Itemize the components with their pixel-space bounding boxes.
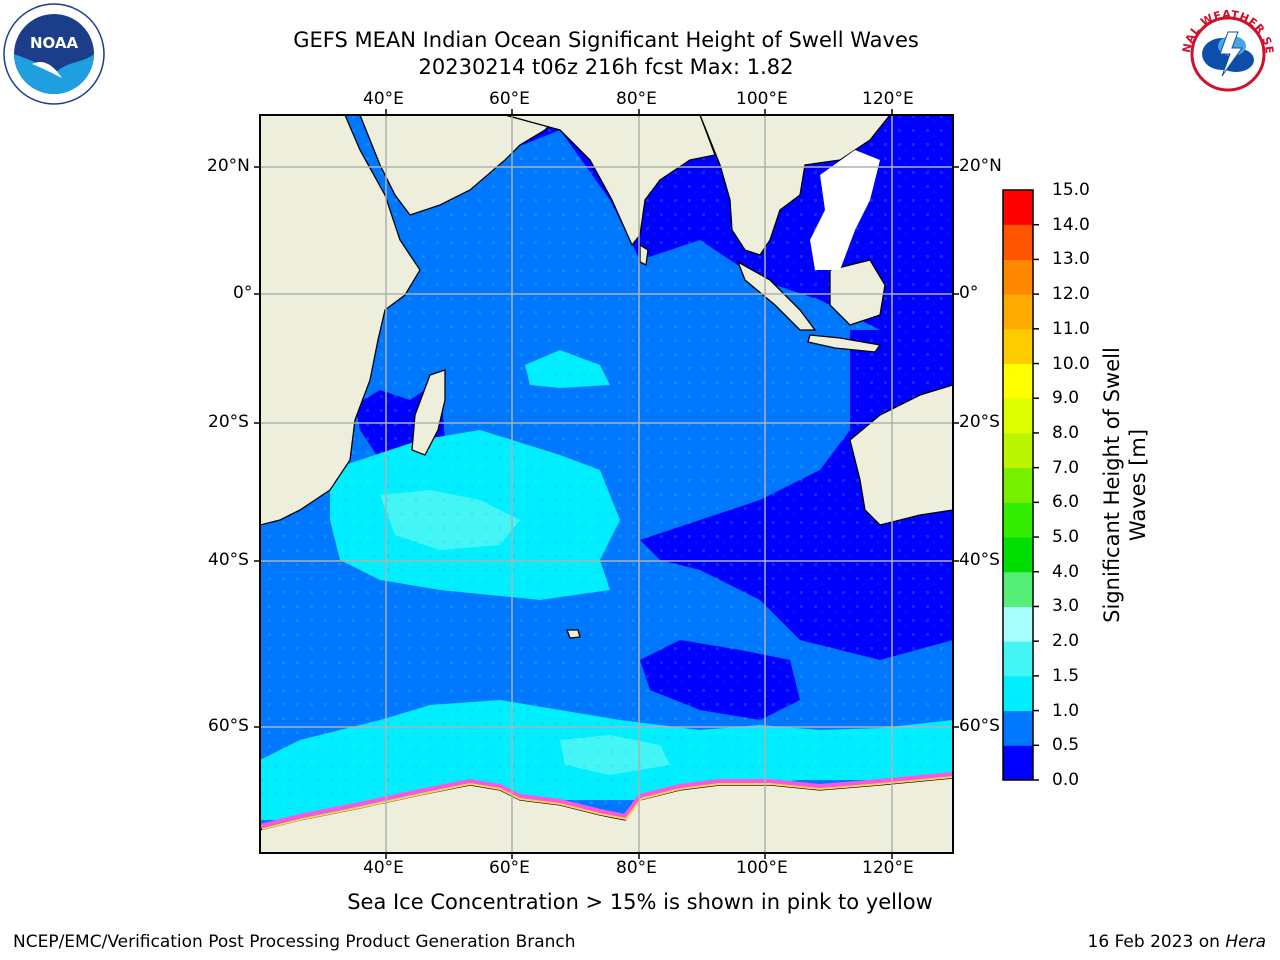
land-masses	[260, 115, 953, 853]
footer-producer: NCEP/EMC/Verification Post Processing Pr…	[13, 932, 576, 952]
map-frame	[259, 114, 954, 854]
land-australia	[849, 384, 953, 526]
land-india	[504, 115, 716, 247]
lon-label-bottom: 60°E	[489, 858, 530, 878]
land-kerguelen	[566, 629, 581, 639]
lon-label-top: 120°E	[862, 89, 914, 109]
colorbar-segment	[1003, 224, 1033, 260]
noaa-logo-text: NOAA	[30, 34, 79, 52]
colorbar-segment	[1003, 328, 1033, 365]
footer-date-text: 16 Feb 2023 on	[1087, 932, 1226, 952]
lon-label-top: 100°E	[736, 89, 788, 109]
colorbar-segment	[1003, 363, 1033, 399]
lat-label-left: 60°S	[208, 716, 249, 736]
footer-date: 16 Feb 2023 on Hera	[1088, 932, 1266, 952]
lon-label-top: 60°E	[489, 89, 530, 109]
lat-label-right: 0°	[959, 283, 979, 303]
lon-label-top: 80°E	[616, 89, 657, 109]
colorbar-tick-label: 1.5	[1052, 665, 1080, 686]
nws-logo: NATIONAL WEATHER SERVICE	[1176, 2, 1278, 104]
lon-label-bottom: 120°E	[862, 858, 914, 878]
colorbar-segment	[1003, 294, 1033, 330]
colorbar-tick-label: 6.0	[1052, 492, 1080, 513]
colorbar-segment	[1003, 537, 1033, 573]
colorbar-tick-label: 2.0	[1052, 631, 1080, 652]
colorbar-tick-label: 0.5	[1052, 735, 1080, 756]
colorbar-tick-label: 10.0	[1052, 353, 1090, 374]
land-madagascar	[411, 369, 446, 456]
land-java	[807, 334, 882, 353]
colorbar-tick-label: 12.0	[1052, 284, 1090, 305]
colorbar	[1003, 190, 1039, 781]
land-sumatra	[736, 260, 817, 331]
lon-label-top: 40°E	[363, 89, 404, 109]
lon-label-bottom: 100°E	[736, 858, 788, 878]
lat-label-left: 20°N	[207, 156, 250, 176]
colorbar-segment	[1003, 259, 1033, 295]
lon-label-bottom: 80°E	[616, 858, 657, 878]
colorbar-title: Significant Height of Swell Waves [m]	[1100, 347, 1150, 623]
colorbar-segment	[1003, 606, 1033, 642]
colorbar-tick-label: 13.0	[1052, 249, 1090, 270]
lat-label-right: 60°S	[959, 716, 1000, 736]
colorbar-segment-top	[1003, 190, 1033, 225]
noaa-logo: NOAA	[3, 3, 105, 105]
colorbar-tick-label: 11.0	[1052, 318, 1090, 339]
lat-label-right: 20°N	[959, 156, 1002, 176]
map-title: GEFS MEAN Indian Ocean Significant Heigh…	[293, 28, 919, 52]
colorbar-tick-label: 7.0	[1052, 457, 1080, 478]
colorbar-tick-label: 14.0	[1052, 214, 1090, 235]
colorbar-segment	[1003, 675, 1033, 712]
colorbar-tick-label: 4.0	[1052, 561, 1080, 582]
land-srilanka	[639, 243, 649, 266]
colorbar-segment	[1003, 432, 1033, 469]
colorbar-tick-label: 9.0	[1052, 388, 1080, 409]
graticule	[260, 115, 953, 853]
colorbar-segment	[1003, 641, 1033, 677]
colorbar-tick-label: 1.0	[1052, 700, 1080, 721]
colorbar-tick-label: 5.0	[1052, 527, 1080, 548]
colorbar-segment	[1003, 571, 1033, 607]
nodata-scs	[810, 150, 880, 270]
lat-label-right: 40°S	[959, 550, 1000, 570]
colorbar-segment	[1003, 398, 1033, 434]
sea-ice-caption: Sea Ice Concentration > 15% is shown in …	[347, 890, 933, 914]
footer-host: Hera	[1225, 932, 1266, 952]
colorbar-tick-label: 8.0	[1052, 422, 1080, 443]
sea-ice-edge	[260, 772, 953, 828]
colorbar-tick-label: 15.0	[1052, 180, 1090, 200]
colorbar-segment	[1003, 467, 1033, 503]
land-seasia	[699, 115, 891, 256]
colorbar-segment	[1003, 710, 1033, 746]
lon-label-bottom: 40°E	[363, 858, 404, 878]
map-subtitle: 20230214 t06z 216h fcst Max: 1.82	[418, 55, 794, 79]
colorbar-segment	[1003, 745, 1033, 781]
colorbar-segment	[1003, 502, 1033, 538]
colorbar-tick-label: 0.0	[1052, 770, 1080, 790]
lat-label-left: 20°S	[208, 412, 249, 432]
land-borneo	[829, 259, 886, 326]
sea-ice-edge-inner	[261, 776, 953, 830]
colorbar-frame	[1002, 189, 1034, 781]
lat-label-left: 0°	[233, 283, 253, 303]
colorbar-tick-label: 3.0	[1052, 596, 1080, 617]
lat-label-left: 40°S	[208, 550, 249, 570]
lat-label-right: 20°S	[959, 412, 1000, 432]
